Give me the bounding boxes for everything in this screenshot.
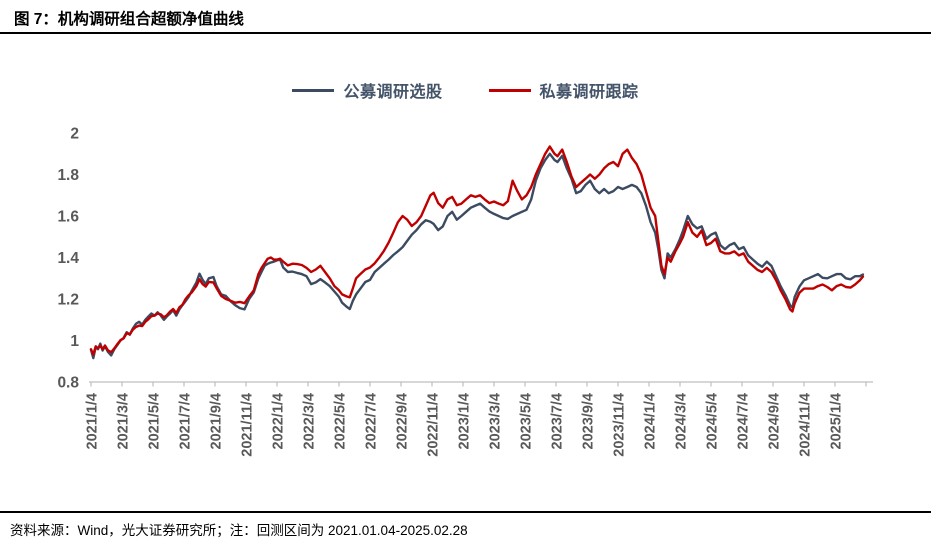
x-tick-label: 2021/3/4 [116,393,132,449]
legend-label: 公募调研选股 [343,84,443,101]
y-tick-label: 1 [70,333,79,350]
x-tick-label: 2023/3/4 [488,393,504,449]
x-tick-label: 2022/3/4 [302,393,318,449]
x-tick-label: 2023/5/4 [519,393,535,449]
y-tick-label: 1.8 [57,167,79,184]
series-line-private [89,145,865,356]
x-tick-label: 2024/7/4 [736,393,752,449]
legend-item-public: 公募调研选股 [292,78,442,102]
x-tick-label: 2024/9/4 [767,393,783,449]
x-tick-label: 2024/11/4 [798,393,814,457]
x-tick-label: 2021/5/4 [147,393,163,449]
title-divider [0,32,931,35]
legend-label: 私募调研跟踪 [539,84,639,101]
y-tick-label: 2 [70,126,79,143]
x-tick-label: 2025/1/4 [829,393,845,449]
x-tick-label: 2023/1/4 [457,393,473,449]
y-tick-label: 1.6 [57,209,79,226]
x-tick-label: 2022/9/4 [395,393,411,449]
x-tick-label: 2023/11/4 [612,393,628,457]
x-tick-label: 2022/1/4 [271,393,287,449]
series-line-public [89,152,865,360]
legend-line-swatch [488,88,531,92]
source-note: 资料来源：Wind，光大证券研究所；注：回测区间为 2021.01.04-202… [10,523,468,538]
chart-legend: 公募调研选股 私募调研跟踪 [0,78,931,102]
x-tick-label: 2021/1/4 [85,393,101,449]
x-tick-label: 2022/5/4 [333,393,349,449]
x-tick-label: 2023/7/4 [550,393,566,449]
x-tick-label: 2022/7/4 [364,393,380,449]
x-tick-label: 2023/9/4 [581,393,597,449]
x-tick-label: 2021/7/4 [178,393,194,449]
x-tick-label: 2021/11/4 [240,393,256,457]
x-tick-label: 2022/11/4 [426,393,442,457]
figure-title: 图 7：机构调研组合超额净值曲线 [14,11,244,28]
x-tick-label: 2024/1/4 [643,393,659,449]
legend-item-private: 私募调研跟踪 [488,78,639,102]
y-tick-label: 1.2 [57,292,79,309]
x-tick-label: 2021/9/4 [209,393,225,449]
legend-line-swatch [292,88,335,92]
y-tick-label: 1.4 [57,250,79,267]
x-tick-label: 2024/3/4 [674,393,690,449]
y-tick-label: 0.8 [57,375,79,392]
footer-divider [0,511,931,514]
x-tick-label: 2024/5/4 [705,393,721,449]
